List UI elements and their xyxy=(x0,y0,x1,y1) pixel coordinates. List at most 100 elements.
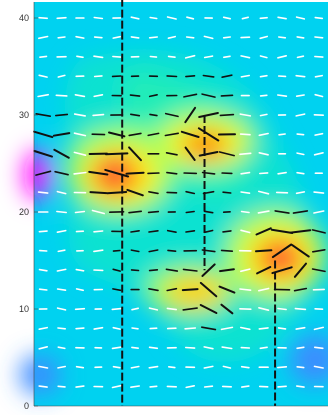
y-tick-label: 40 xyxy=(19,13,29,23)
vector-mark xyxy=(185,190,196,195)
vector-mark xyxy=(257,190,270,195)
vector-mark xyxy=(73,132,87,137)
vector-mark xyxy=(313,365,324,369)
vector-mark xyxy=(203,385,214,388)
vector-mark xyxy=(198,112,219,118)
vector-mark xyxy=(255,249,273,253)
vector-mark xyxy=(240,210,250,214)
vector-mark xyxy=(274,210,290,214)
vector-mark xyxy=(56,268,67,272)
vector-mark xyxy=(296,152,305,156)
vector-mark xyxy=(220,94,234,97)
vector-mark xyxy=(240,229,251,234)
vector-mark xyxy=(53,148,70,159)
vector-mark xyxy=(57,36,66,39)
vector-mark xyxy=(130,36,140,39)
vector-mark xyxy=(130,365,140,369)
vector-mark xyxy=(126,188,144,197)
vector-mark xyxy=(131,346,139,350)
vector-mark xyxy=(128,210,142,214)
vector-mark xyxy=(130,269,140,272)
vector-mark xyxy=(37,93,50,98)
vector-mark xyxy=(56,229,67,233)
vector-mark xyxy=(197,127,220,142)
vector-mark xyxy=(130,230,140,233)
vector-mark xyxy=(129,94,141,97)
vector-mark xyxy=(38,74,48,78)
vector-mark xyxy=(241,385,250,388)
vector-mark xyxy=(313,326,325,331)
vector-mark xyxy=(74,307,86,311)
vector-mark xyxy=(167,249,177,252)
vector-mark xyxy=(239,152,252,156)
vector-mark xyxy=(57,249,66,253)
vector-mark xyxy=(166,287,178,292)
vector-mark xyxy=(314,16,324,20)
vector-mark xyxy=(220,249,234,252)
vector-mark xyxy=(271,243,293,259)
vector-mark xyxy=(104,152,129,156)
vector-mark xyxy=(182,307,198,311)
vector-mark xyxy=(33,130,54,139)
vector-mark xyxy=(222,16,231,20)
vector-mark xyxy=(165,152,178,156)
vector-mark xyxy=(92,113,105,117)
vector-mark xyxy=(57,365,66,369)
vector-mark xyxy=(104,168,130,178)
vector-mark xyxy=(256,266,272,275)
vector-mark xyxy=(167,35,176,40)
vector-mark xyxy=(75,365,85,369)
vector-mark xyxy=(203,210,214,214)
vector-mark xyxy=(277,171,287,175)
vector-mark xyxy=(166,171,178,175)
y-tick-label: 20 xyxy=(19,207,29,217)
vector-mark xyxy=(93,75,103,78)
vector-mark xyxy=(148,36,158,39)
vector-mark xyxy=(167,55,176,59)
vector-mark xyxy=(239,288,252,292)
vector-mark xyxy=(131,327,139,330)
vector-mark xyxy=(258,306,270,312)
vector-mark xyxy=(221,74,233,78)
vector-mark xyxy=(259,94,268,97)
vector-mark xyxy=(168,365,176,369)
vector-mark xyxy=(37,191,49,194)
vector-mark xyxy=(201,93,216,98)
vector-mark xyxy=(240,171,251,175)
vector-mark xyxy=(222,365,232,369)
vector-mark xyxy=(149,385,158,388)
vector-mark xyxy=(220,326,234,331)
vector-mark xyxy=(38,268,48,272)
vector-mark xyxy=(218,151,235,157)
vector-mark xyxy=(201,326,217,331)
vector-mark xyxy=(54,113,69,117)
vector-mark xyxy=(149,16,158,20)
vector-mark xyxy=(89,191,108,195)
vector-mark xyxy=(296,55,305,59)
vector-mark xyxy=(148,249,159,253)
vector-mark xyxy=(111,384,122,389)
vector-mark xyxy=(277,307,287,311)
vector-mark xyxy=(278,133,286,136)
vector-mark xyxy=(203,229,214,234)
vector-mark xyxy=(294,307,307,311)
vector-mark xyxy=(57,385,66,388)
vector-mark xyxy=(203,365,214,369)
vector-mark xyxy=(313,210,325,214)
vector-mark xyxy=(128,132,142,137)
y-tick-label: 10 xyxy=(19,304,29,314)
vector-mark xyxy=(240,268,251,273)
vector-mark xyxy=(293,262,307,278)
vector-mark xyxy=(55,94,68,97)
vector-mark xyxy=(295,16,306,20)
vector-mark xyxy=(311,268,326,273)
vector-mark xyxy=(202,74,215,78)
vector-mark xyxy=(295,74,306,78)
vector-mark xyxy=(258,172,269,175)
vector-mark xyxy=(57,327,66,330)
vector-mark xyxy=(270,228,294,234)
vector-mark xyxy=(112,326,121,330)
vector-mark xyxy=(311,229,326,234)
vector-mark xyxy=(181,288,199,292)
